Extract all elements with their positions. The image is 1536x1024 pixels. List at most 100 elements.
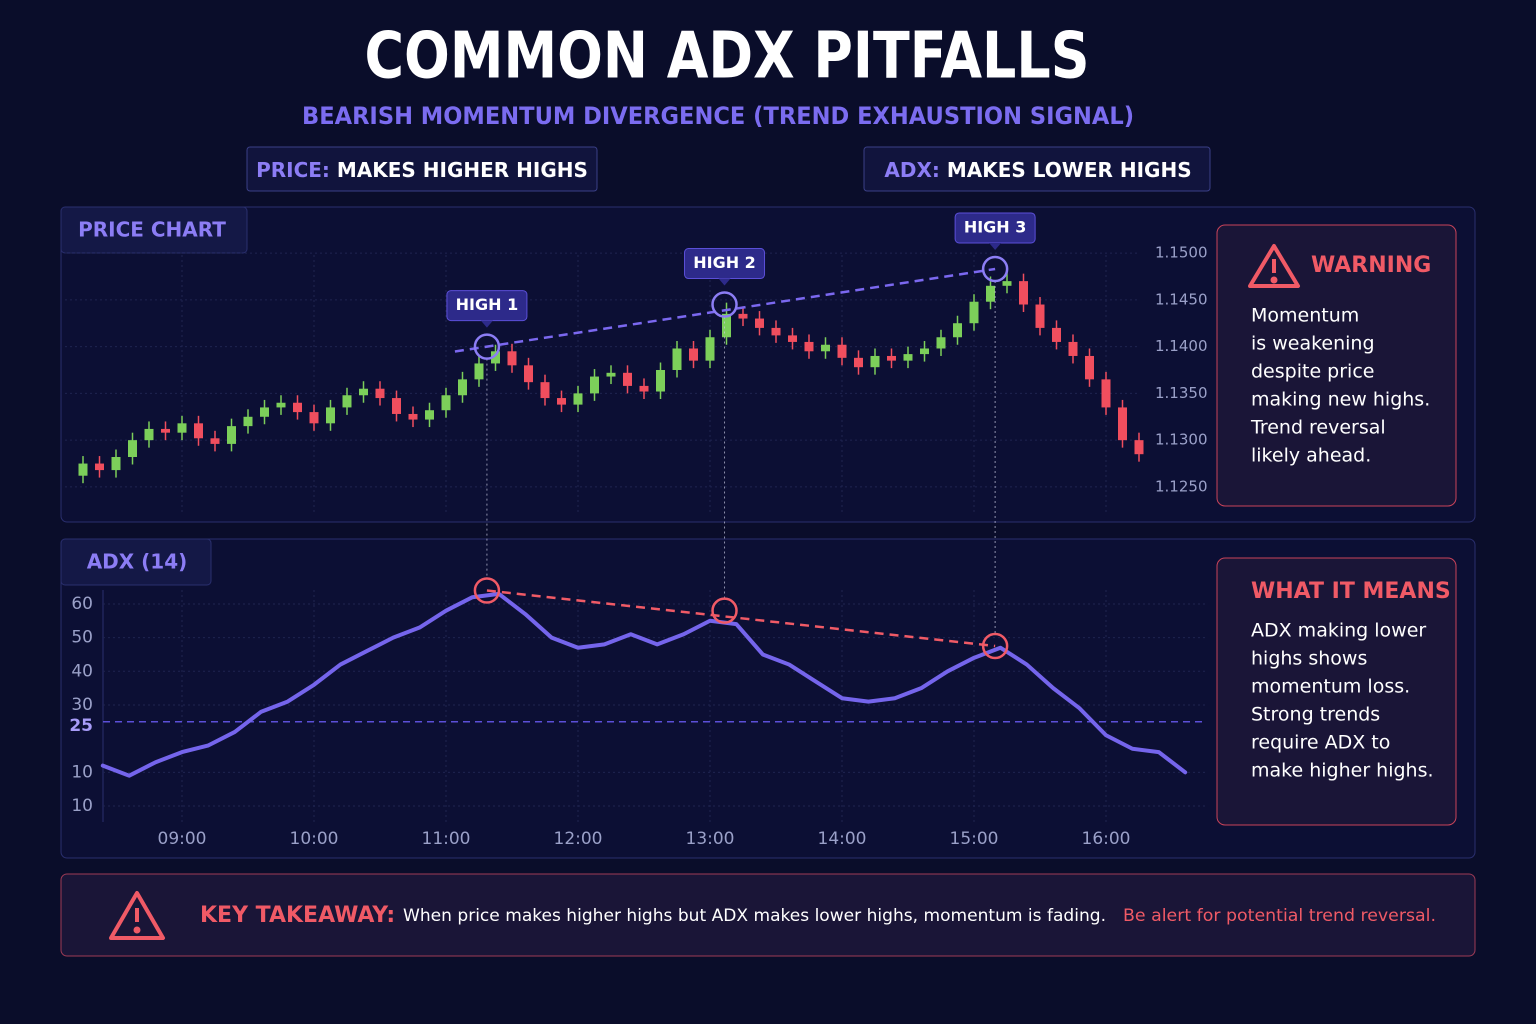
candle-body [771, 327, 781, 336]
candle-body [920, 348, 929, 355]
x-tick-label: 09:00 [158, 829, 207, 849]
x-tick-label: 16:00 [1082, 829, 1131, 849]
adx-panel [60, 538, 1476, 859]
candle-body [243, 416, 253, 427]
candle-body [78, 463, 88, 476]
panel-tab [60, 538, 212, 586]
candle-body [738, 313, 748, 319]
candle-body [1068, 341, 1078, 356]
warning-line: likely ahead. [1251, 445, 1371, 467]
candle-body [755, 318, 764, 328]
candle-body [161, 428, 170, 433]
high-label-pointer [989, 242, 1002, 250]
candle-body [606, 372, 616, 377]
high-label: HIGH 1 [456, 295, 519, 314]
price-panel [60, 206, 1476, 523]
callout-text: MAKES LOWER HIGHS [947, 158, 1192, 182]
x-tick-label: 11:00 [422, 829, 471, 849]
takeaway-label: KEY TAKEAWAY: [200, 903, 395, 928]
x-tick-label: 10:00 [290, 829, 339, 849]
takeaway-text: When price makes higher highs but ADX ma… [403, 906, 1106, 926]
callout-text: MAKES HIGHER HIGHS [337, 158, 588, 182]
candle-body [326, 407, 335, 424]
candle-body [557, 398, 566, 405]
candle-body [953, 323, 962, 338]
candle-body [375, 388, 385, 399]
callout: ADX: MAKES LOWER HIGHS [884, 158, 1191, 182]
adx-line [100, 591, 1188, 778]
y-tick-label: 1.1350 [1155, 384, 1208, 402]
callout-box [863, 146, 1211, 192]
panel-title: ADX (14) [87, 550, 188, 574]
candle-body [276, 402, 286, 408]
warning-panel [1216, 224, 1457, 507]
candle-body [144, 428, 154, 441]
warning-line: is weakening [1251, 333, 1375, 355]
y-tick-label: 1.1450 [1155, 290, 1208, 308]
subtitle: BEARISH MOMENTUM DIVERGENCE (TREND EXHAU… [302, 102, 1134, 130]
candle-body [623, 372, 632, 386]
peak-marker [473, 577, 501, 604]
candle-body [194, 423, 203, 439]
candle-body [309, 412, 319, 424]
candle-body [507, 351, 517, 366]
candle-body [986, 285, 995, 302]
high-marker [981, 255, 1009, 283]
candle-body [95, 463, 104, 471]
adx-trend [486, 589, 996, 648]
peak-marker [711, 597, 738, 624]
candle-body [210, 438, 220, 444]
meaning-line: ADX making lower [1251, 620, 1426, 642]
panel-title: PRICE CHART [78, 218, 226, 242]
meaning-line: make higher highs. [1251, 760, 1434, 782]
warning-line: Trend reversal [1250, 417, 1386, 439]
y-tick-label: 1.1250 [1155, 477, 1208, 495]
candle-body [854, 357, 863, 368]
candle-body [524, 365, 533, 383]
threshold-label: 25 [69, 716, 93, 736]
candle-body [689, 348, 698, 361]
candle-body [821, 344, 830, 352]
candle-body [474, 363, 484, 380]
y-tick-label: 10 [71, 796, 93, 816]
peak-marker [981, 632, 1009, 660]
x-tick-label: 14:00 [818, 829, 867, 849]
candle-body [540, 382, 550, 399]
candle-body [590, 376, 599, 394]
takeaway-icon [109, 891, 165, 940]
y-tick-label: 10 [71, 762, 93, 782]
candle-body [177, 423, 187, 433]
y-tick-label: 30 [71, 695, 93, 715]
y-tick-label: 1.1400 [1155, 337, 1208, 355]
y-tick-label: 50 [71, 628, 93, 648]
high-label-pointer [718, 278, 731, 286]
candle-body [656, 370, 665, 392]
candle-body [1002, 281, 1012, 286]
candle-body [1085, 355, 1094, 380]
candle-body [1052, 327, 1061, 342]
candle-body [293, 402, 302, 413]
candle-body [342, 395, 352, 408]
candle-body [573, 393, 583, 405]
candle-body [260, 407, 269, 417]
warning-title: WARNING [1311, 253, 1431, 278]
callout: PRICE: MAKES HIGHER HIGHS [256, 158, 588, 182]
candle-body [227, 426, 236, 444]
warning-line: making new highs. [1251, 389, 1430, 411]
candle-body [111, 457, 121, 471]
candle-body [969, 301, 979, 324]
y-tick-label: 1.1300 [1155, 431, 1208, 449]
panel-tab [60, 206, 248, 254]
callout-box [246, 146, 598, 192]
warning-line: despite price [1251, 361, 1374, 383]
candle-body [639, 385, 649, 392]
meaning-line: Strong trends [1251, 704, 1380, 726]
meaning-panel [1216, 557, 1457, 826]
y-tick-label: 1.1500 [1155, 244, 1208, 262]
takeaway-highlight: Be alert for potential trend reversal. [1123, 906, 1436, 926]
high-marker [473, 333, 501, 360]
y-tick-label: 60 [71, 594, 93, 614]
meaning-line: momentum loss. [1251, 676, 1410, 698]
candle-body [359, 388, 368, 396]
